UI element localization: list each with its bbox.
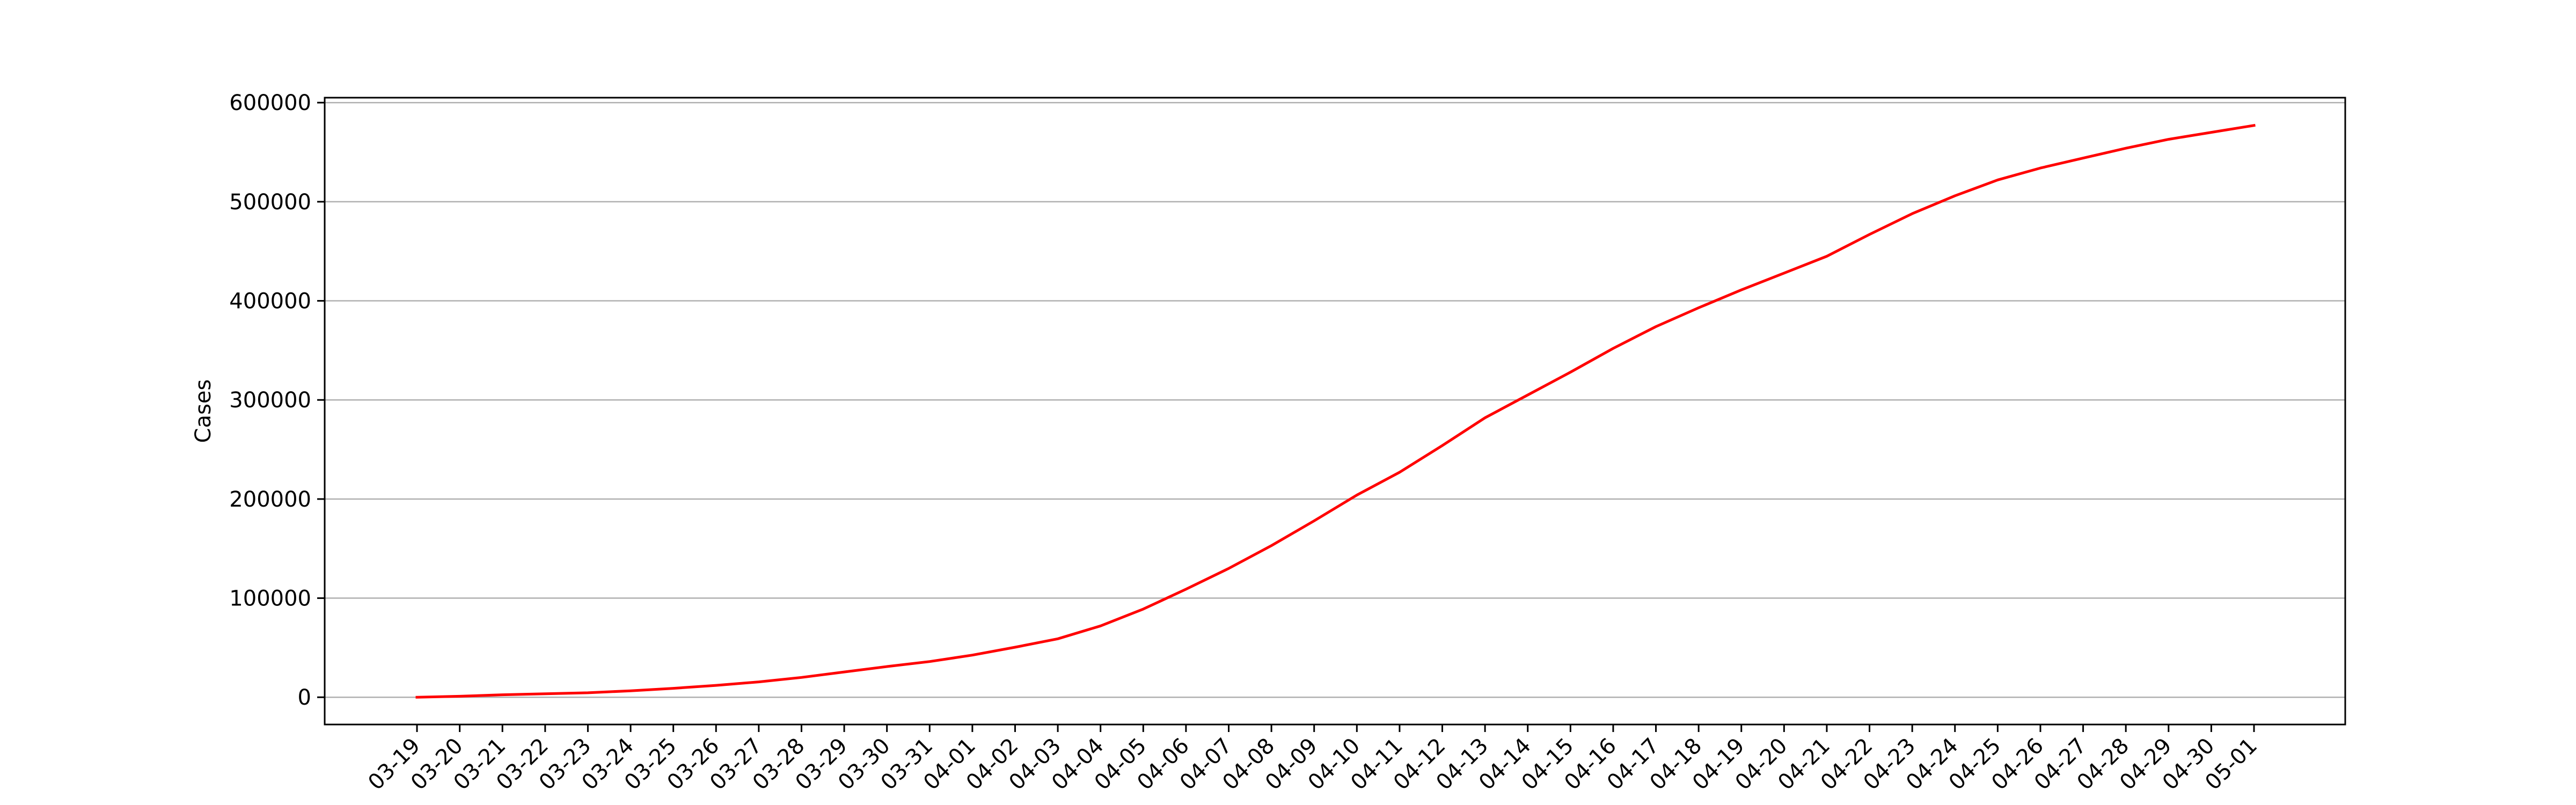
y-tick-label: 400000 — [229, 289, 311, 314]
y-tick-label: 100000 — [229, 587, 311, 611]
y-tick-label: 500000 — [229, 190, 311, 215]
plot-frame — [324, 97, 2346, 726]
series-line — [415, 123, 2256, 699]
y-axis-label: Cases — [191, 379, 216, 443]
gridlines — [325, 101, 2345, 698]
y-axis-ticks: 0 100000 200000 300000 400000 500000 600000 — [229, 91, 325, 710]
y-tick-label: 200000 — [229, 487, 311, 512]
y-tick-label: 600000 — [229, 91, 311, 115]
y-tick-label: 300000 — [229, 388, 311, 413]
y-tick-label: 0 — [298, 685, 311, 710]
series-lines — [415, 123, 2256, 699]
